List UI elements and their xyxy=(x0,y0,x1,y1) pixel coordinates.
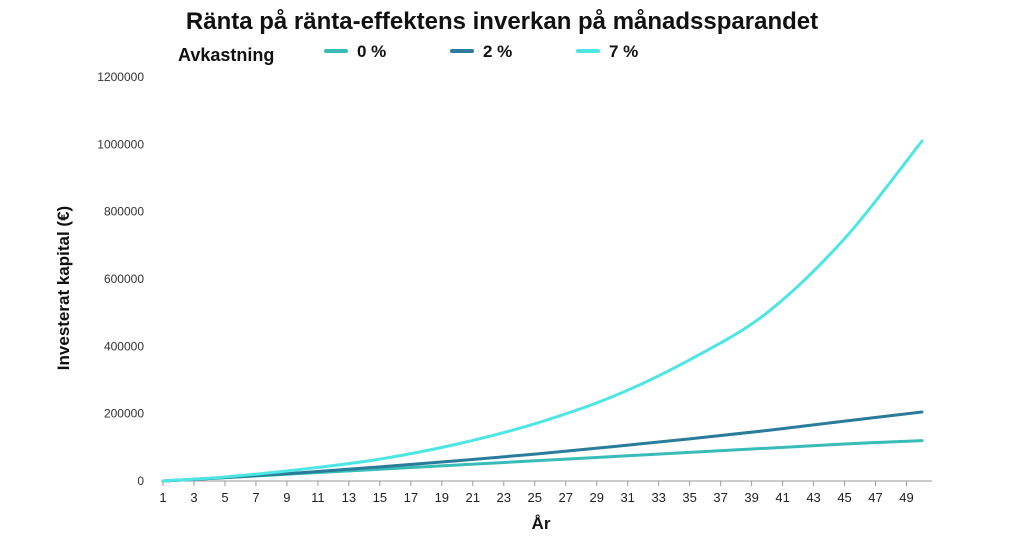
x-tick-label: 37 xyxy=(713,490,727,505)
series-line-1 xyxy=(161,410,924,483)
x-tick-label: 5 xyxy=(221,490,228,505)
x-tick-label: 17 xyxy=(404,490,418,505)
x-tick-label: 33 xyxy=(651,490,665,505)
x-tick-label: 43 xyxy=(806,490,820,505)
x-tick-label: 49 xyxy=(899,490,913,505)
y-tick-label: 1000000 xyxy=(97,137,144,151)
x-tick-label: 19 xyxy=(435,490,449,505)
legend-label: 7 % xyxy=(609,42,638,61)
legend: 0 % 2 % 7 % xyxy=(324,42,638,61)
x-tick-label: 13 xyxy=(342,490,356,505)
x-tick-label: 21 xyxy=(466,490,480,505)
x-tick-label: 11 xyxy=(311,490,325,505)
x-tick-label: 31 xyxy=(620,490,634,505)
legend-label: 2 % xyxy=(483,42,512,61)
y-tick-label: 200000 xyxy=(104,407,144,421)
chart-title: Ränta på ränta-effektens inverkan på mån… xyxy=(186,8,818,35)
legend-label: 0 % xyxy=(357,42,386,61)
x-tick-label: 41 xyxy=(775,490,789,505)
series-lines xyxy=(161,139,924,483)
x-tick-label: 9 xyxy=(283,490,290,505)
x-tick-label: 23 xyxy=(497,490,511,505)
x-tick-label: 35 xyxy=(682,490,696,505)
x-tick-label: 25 xyxy=(528,490,542,505)
x-tick-label: 3 xyxy=(190,490,197,505)
y-tick-label: 600000 xyxy=(104,272,144,286)
x-tick-label: 27 xyxy=(559,490,573,505)
x-axis: 1 3 5 7 9 11 13 15 17 19 21 23 25 27 29 31 33 35 37 39 41 43 4… xyxy=(159,480,932,505)
x-tick-label: 47 xyxy=(868,490,882,505)
y-tick-label: 400000 xyxy=(104,339,144,353)
x-axis-label: År xyxy=(532,514,551,533)
y-tick-label: 1200000 xyxy=(97,70,144,84)
series-line-2 xyxy=(161,139,924,483)
x-tick-label: 1 xyxy=(159,490,166,505)
x-tick-label: 29 xyxy=(589,490,603,505)
y-axis-label: Investerat kapital (€) xyxy=(54,206,73,370)
y-tick-label: 0 xyxy=(137,474,144,488)
y-axis: 0 200000 400000 600000 800000 1000000 1200000 xyxy=(97,70,144,488)
x-tick-label: 39 xyxy=(744,490,758,505)
legend-title: Avkastning xyxy=(178,45,274,65)
x-tick-label: 15 xyxy=(373,490,387,505)
x-tick-label: 45 xyxy=(837,490,851,505)
x-tick-label: 7 xyxy=(252,490,259,505)
y-tick-label: 800000 xyxy=(104,205,144,219)
